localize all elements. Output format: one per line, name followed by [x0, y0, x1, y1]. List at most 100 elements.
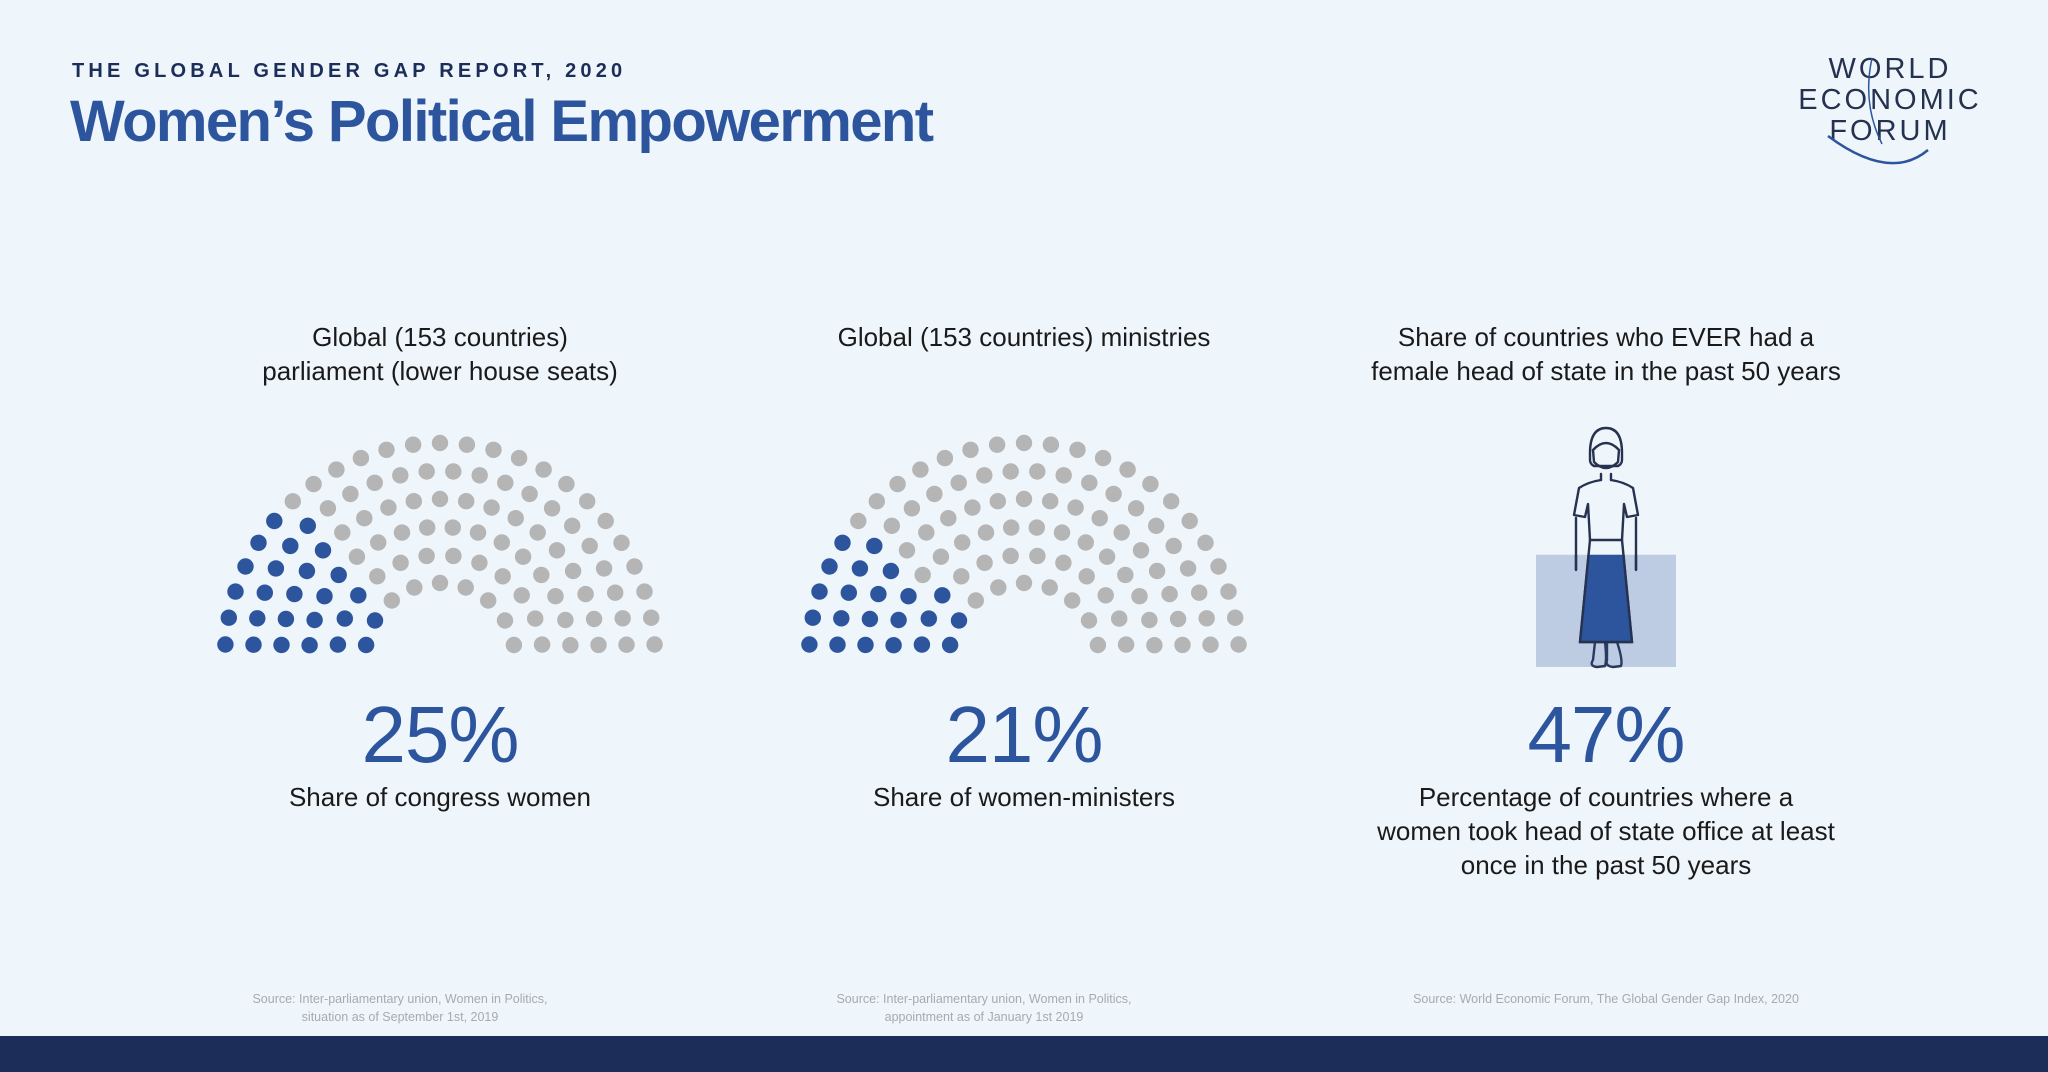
- seat-woman: [266, 512, 283, 530]
- seat-man: [342, 485, 359, 503]
- seat-man: [967, 592, 984, 609]
- seat-man: [1053, 524, 1071, 541]
- seat-man: [356, 510, 373, 527]
- seat-woman: [267, 560, 285, 577]
- seat-woman: [900, 588, 917, 605]
- seat-man: [458, 493, 475, 510]
- seat-woman: [306, 611, 323, 629]
- share-caption: Share of congress women: [288, 782, 592, 812]
- seat-man: [1069, 441, 1086, 458]
- seat-man: [1119, 461, 1136, 478]
- seat-man: [868, 493, 885, 510]
- seat-man: [643, 609, 660, 626]
- seat-man: [988, 436, 1006, 453]
- seat-man: [1105, 485, 1122, 503]
- seat-man: [607, 584, 624, 601]
- seat-man: [646, 636, 663, 653]
- seat-man: [1131, 588, 1148, 605]
- seat-man: [1111, 610, 1128, 627]
- seat-man: [918, 524, 935, 541]
- seat-man: [579, 493, 596, 510]
- source-line-2: situation as of September 1st, 2019: [301, 1010, 499, 1024]
- seat-woman: [866, 537, 883, 555]
- seat-man: [926, 485, 943, 503]
- seat-man: [393, 524, 411, 541]
- seat-man: [976, 467, 993, 484]
- seat-man: [404, 436, 422, 453]
- seat-man: [543, 500, 561, 517]
- seat-woman: [870, 585, 887, 603]
- share-value: 47%: [1527, 690, 1685, 779]
- seat-man: [493, 534, 510, 551]
- seat-woman: [804, 609, 821, 626]
- seat-man: [535, 461, 552, 478]
- seat-man: [1002, 463, 1019, 480]
- seat-man: [1078, 568, 1095, 585]
- seat-man: [1165, 537, 1182, 555]
- seat-man: [557, 611, 574, 629]
- seat-man: [513, 587, 530, 604]
- seat-man: [547, 588, 564, 605]
- seat-man: [564, 562, 582, 580]
- seat-woman: [801, 636, 818, 653]
- seat-man: [898, 542, 916, 559]
- seat-man: [1132, 542, 1150, 559]
- seat-man: [514, 548, 532, 565]
- seat-woman: [286, 585, 303, 603]
- panel-heading: Global (153 countries) parliament (lower…: [140, 320, 740, 400]
- seat-man: [990, 579, 1007, 596]
- parliament-hemicycle: [217, 434, 663, 654]
- seat-man: [1117, 566, 1134, 584]
- seat-man: [383, 592, 400, 609]
- seat-woman: [833, 610, 850, 627]
- source-note-head-of-state: Source: World Economic Forum, The Global…: [1306, 990, 1906, 1008]
- seat-man: [1181, 512, 1198, 530]
- share-caption: Share of women-ministers: [873, 782, 1175, 812]
- seat-woman: [314, 542, 332, 559]
- logo-arc-icon: [1827, 57, 1929, 165]
- seat-man: [1142, 475, 1159, 493]
- seat-man: [380, 499, 397, 516]
- seat-man: [1029, 463, 1046, 480]
- seat-man: [418, 463, 435, 480]
- seat-man: [1098, 548, 1116, 565]
- panel-heading-line-2: female head of state in the past 50 year…: [1371, 356, 1841, 386]
- seat-woman: [249, 610, 266, 627]
- seat-woman: [217, 636, 234, 653]
- seat-man: [1015, 434, 1033, 452]
- seat-man: [497, 474, 514, 491]
- seat-woman: [357, 636, 375, 654]
- seat-man: [1028, 519, 1045, 536]
- seat-woman: [834, 534, 851, 551]
- seat-woman: [941, 636, 959, 654]
- seat-woman: [950, 612, 968, 629]
- seat-man: [352, 449, 370, 467]
- seat-man: [585, 610, 603, 628]
- seat-man: [626, 558, 643, 575]
- share-value: 21%: [945, 690, 1103, 779]
- seat-man: [510, 449, 528, 467]
- seat-woman: [934, 587, 951, 604]
- seat-man: [548, 542, 566, 559]
- source-line-1: Source: Inter-parliamentary union, Women…: [252, 992, 548, 1006]
- seat-woman: [220, 609, 237, 626]
- seat-man: [1141, 611, 1158, 629]
- seat-man: [480, 592, 497, 609]
- seat-man: [1015, 574, 1033, 592]
- seat-man: [483, 499, 500, 516]
- seat-man: [1091, 510, 1108, 527]
- logo-line-2: ECONOMIC: [1798, 84, 1982, 116]
- seat-woman: [829, 636, 846, 653]
- seat-man: [883, 517, 900, 534]
- caption-line-3: once in the past 50 years: [1460, 850, 1752, 880]
- seat-man: [614, 610, 631, 627]
- seat-man: [1230, 636, 1247, 653]
- seat-man: [1113, 524, 1130, 541]
- seat-man: [319, 500, 337, 517]
- seat-man: [613, 534, 630, 551]
- seat-man: [445, 547, 462, 565]
- seat-man: [366, 474, 383, 491]
- caption-line-2: women took head of state office at least: [1377, 816, 1835, 846]
- seat-man: [496, 612, 514, 629]
- panel-heading-line-1: Global (153 countries) ministries: [837, 322, 1211, 352]
